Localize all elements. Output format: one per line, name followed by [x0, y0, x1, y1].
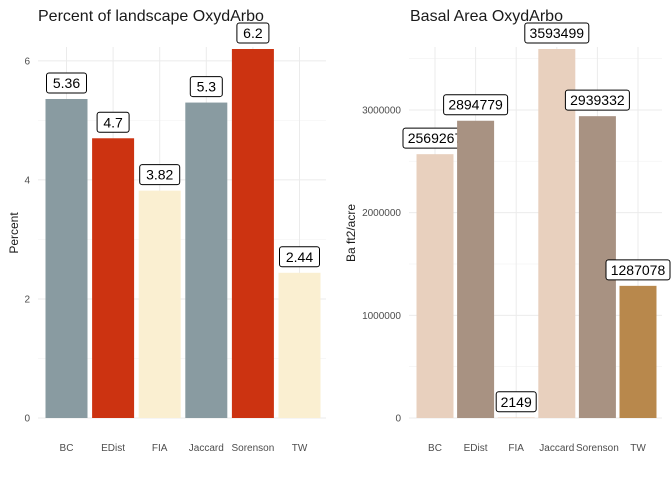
- bar-bc: [416, 154, 454, 418]
- data-label: 2569267: [408, 130, 463, 146]
- y-tick-label: 0: [24, 414, 30, 425]
- y-tick-label: 6: [24, 56, 30, 67]
- data-label-box: [236, 22, 270, 44]
- y-tick-label: 4: [24, 175, 30, 186]
- y-tick-label: 0: [395, 414, 401, 425]
- bar-jaccard: [185, 102, 228, 418]
- data-label: 5.3: [197, 79, 217, 95]
- bar-fia: [138, 190, 181, 418]
- data-label-box: [605, 259, 671, 281]
- x-tick-label: TW: [292, 443, 308, 454]
- bar-fia: [497, 417, 535, 418]
- bar-tw: [278, 272, 321, 418]
- y-tick-label: 2: [24, 294, 30, 305]
- data-label-box: [279, 246, 320, 268]
- data-label: 3593499: [530, 25, 585, 41]
- x-tick-label: Sorenson: [576, 443, 619, 454]
- data-label-box: [524, 22, 590, 44]
- bar-tw: [619, 285, 657, 418]
- bar-edist: [92, 138, 135, 418]
- data-label: 4.7: [103, 114, 123, 130]
- chart-panel-2: Basal Area OxydArbo Ba ft2/acre 0 1000000 20…: [344, 8, 671, 454]
- data-label: 2.44: [286, 249, 313, 265]
- data-label: 2894779: [448, 97, 503, 113]
- y-axis-label: Ba ft2/acre: [344, 204, 358, 262]
- x-tick-label: Jaccard: [539, 443, 574, 454]
- data-label-box: [189, 76, 223, 98]
- bar-bc: [45, 98, 88, 419]
- x-tick-label: Sorenson: [231, 443, 274, 454]
- data-label-box: [46, 72, 87, 94]
- data-label: 1287078: [611, 262, 666, 278]
- chart-title: Basal Area OxydArbo: [410, 8, 563, 25]
- data-label: 6.2: [243, 25, 263, 41]
- x-tick-label: FIA: [508, 443, 524, 454]
- y-tick-label: 3000000: [362, 105, 401, 116]
- chart-title: Percent of landscape OxydArbo: [38, 8, 264, 25]
- data-label-box: [564, 89, 630, 111]
- y-tick-label: 2000000: [362, 208, 401, 219]
- x-tick-label: Jaccard: [189, 443, 224, 454]
- y-axis-label: Percent: [7, 212, 21, 254]
- bar-sorenson: [231, 49, 274, 418]
- y-tick-label: 1000000: [362, 311, 401, 322]
- bar-edist: [457, 120, 495, 419]
- data-label: 3.82: [146, 167, 173, 183]
- x-tick-label: TW: [630, 443, 646, 454]
- data-label-box: [443, 94, 509, 116]
- x-tick-label: BC: [60, 443, 74, 454]
- data-label-box: [495, 391, 537, 413]
- data-label: 2149: [501, 394, 532, 410]
- data-label-box: [139, 164, 181, 186]
- x-tick-label: EDist: [101, 443, 125, 454]
- data-label: 2939332: [570, 92, 625, 108]
- chart-panel-1: Percent of landscape OxydArbo Percent 0 2 4 6…: [7, 8, 326, 454]
- x-tick-label: EDist: [464, 443, 488, 454]
- x-tick-label: BC: [428, 443, 442, 454]
- x-tick-label: FIA: [152, 443, 168, 454]
- data-label-box: [96, 111, 130, 133]
- data-label: 5.36: [53, 75, 80, 91]
